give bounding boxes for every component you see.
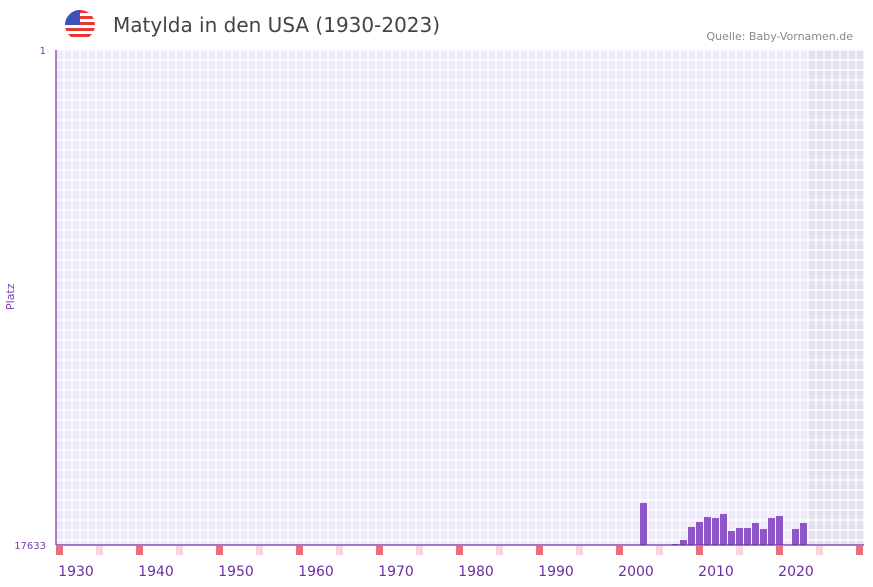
half-decade-marker (656, 546, 663, 555)
bar-2001 (640, 503, 647, 545)
bar-2007 (688, 527, 695, 545)
bar-2006 (680, 540, 687, 545)
x-tick-1930: 1930 (58, 564, 94, 580)
decade-marker (296, 546, 303, 555)
decade-marker (696, 546, 703, 555)
future-region (808, 50, 864, 545)
page-title: Matylda in den USA (1930-2023) (113, 13, 441, 37)
half-decade-marker (736, 546, 743, 555)
x-tick-2020: 2020 (778, 564, 814, 580)
decade-marker (376, 546, 383, 555)
bar-2013 (736, 527, 743, 545)
bar-2009 (704, 517, 711, 545)
half-decade-marker (576, 546, 583, 555)
y-tick-top: 1 (40, 46, 46, 57)
half-decade-marker (816, 546, 823, 555)
decade-marker (56, 546, 63, 555)
half-decade-marker (96, 546, 103, 555)
half-decade-marker (416, 546, 423, 555)
bar-2011 (720, 514, 727, 545)
us-flag-icon (65, 10, 95, 40)
bar-2014 (744, 527, 751, 545)
decade-marker (536, 546, 543, 555)
bar-2020 (792, 528, 799, 545)
half-decade-marker (256, 546, 263, 555)
x-tick-1980: 1980 (458, 564, 494, 580)
x-tick-1970: 1970 (378, 564, 414, 580)
half-decade-marker (336, 546, 343, 555)
bar-2018 (776, 515, 783, 545)
x-tick-2010: 2010 (698, 564, 734, 580)
y-tick-bottom: 17633 (14, 541, 46, 552)
bar-2008 (696, 522, 703, 545)
half-decade-marker (176, 546, 183, 555)
decade-marker (856, 546, 863, 555)
decade-marker (776, 546, 783, 555)
decade-marker (456, 546, 463, 555)
x-tick-1940: 1940 (138, 564, 174, 580)
decade-marker (216, 546, 223, 555)
plot-background (56, 50, 864, 545)
bar-2016 (760, 528, 767, 545)
half-decade-marker (496, 546, 503, 555)
x-tick-2000: 2000 (618, 564, 654, 580)
x-tick-1950: 1950 (218, 564, 254, 580)
bar-2012 (728, 530, 735, 545)
bar-2021 (800, 522, 807, 545)
x-tick-1990: 1990 (538, 564, 574, 580)
source-credit: Quelle: Baby-Vornamen.de (706, 30, 853, 43)
bar-2010 (712, 517, 719, 545)
bar-2017 (768, 517, 775, 545)
x-tick-1960: 1960 (298, 564, 334, 580)
bar-2015 (752, 522, 759, 545)
decade-marker (616, 546, 623, 555)
decade-marker (136, 546, 143, 555)
